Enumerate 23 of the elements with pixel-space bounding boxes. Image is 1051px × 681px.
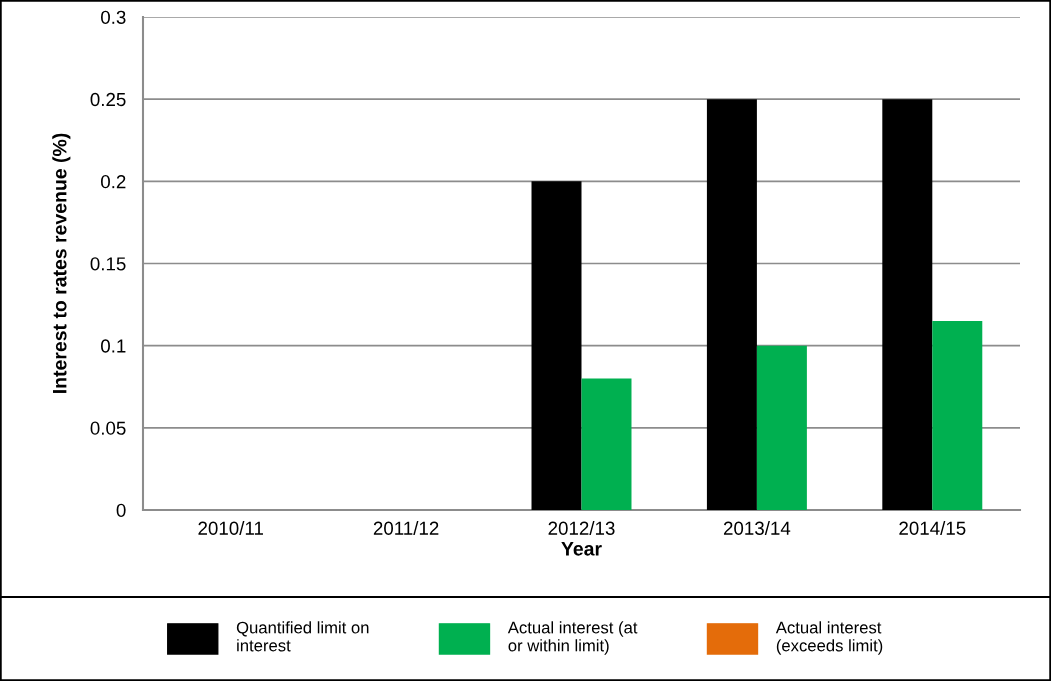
bar — [581, 378, 632, 510]
bar — [531, 181, 582, 510]
y-tick-label: 0.05 — [90, 421, 126, 435]
bar — [706, 99, 757, 510]
y-tick-label: 0.1 — [101, 339, 126, 353]
bar — [932, 321, 983, 510]
legend-label: Actual interest (at or within limit) — [507, 621, 638, 655]
x-tick-label: 2011/12 — [373, 521, 439, 535]
bar — [882, 99, 933, 510]
y-axis-title: Interest to rates revenue (%) — [52, 133, 71, 393]
x-tick-label: 2012/13 — [548, 521, 615, 535]
y-tick-label: 0 — [116, 503, 126, 517]
x-tick-label: 2013/14 — [723, 521, 791, 535]
legend-label: Quantified limit on interest — [236, 621, 369, 652]
x-tick-label: 2014/15 — [899, 521, 966, 535]
y-tick-label: 0.2 — [101, 175, 126, 189]
x-axis-title: Year — [561, 542, 602, 556]
x-tick-label: 2010/11 — [198, 521, 263, 535]
legend-label: Actual interest (exceeds limit) — [775, 621, 883, 655]
y-tick-label: 0.25 — [90, 92, 126, 107]
y-tick-label: 0.15 — [90, 257, 126, 271]
bar — [756, 345, 807, 510]
y-tick-label: 0.3 — [101, 10, 126, 24]
